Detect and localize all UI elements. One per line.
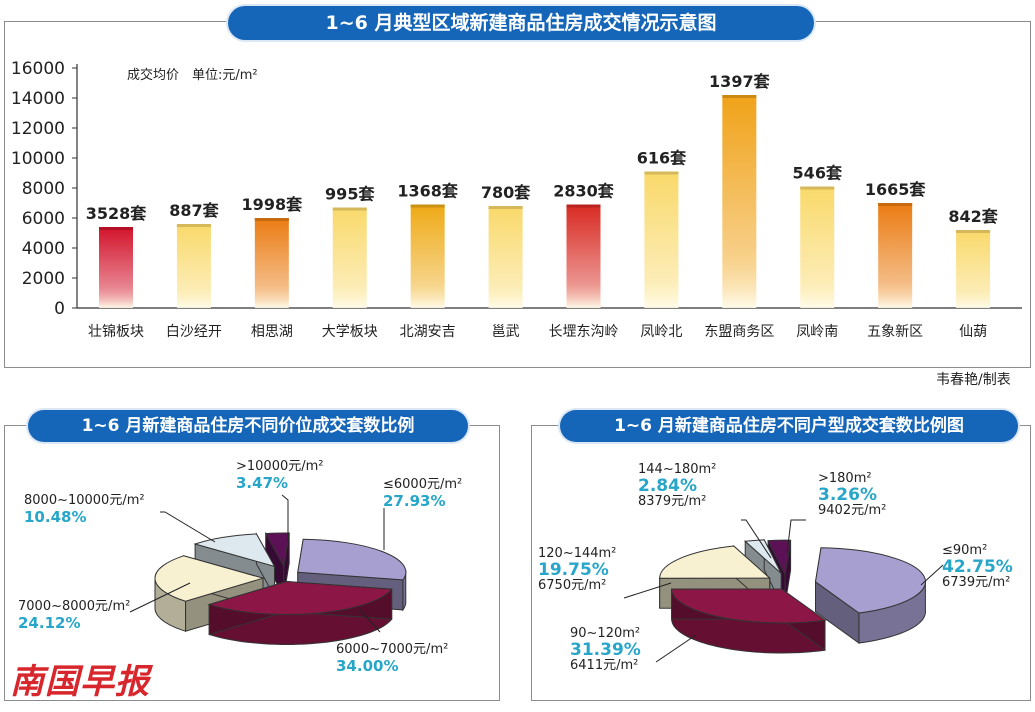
y-tick-label: 16000 xyxy=(11,59,65,79)
pie-slice xyxy=(814,547,927,644)
bar xyxy=(956,230,991,308)
bar xyxy=(800,186,835,308)
leader-line xyxy=(623,582,672,599)
bar-cap xyxy=(956,230,991,233)
pie-slice xyxy=(671,588,827,654)
bar xyxy=(566,204,601,308)
size-pie-title: 1~6 月新建商品住房不同户型成交套数比例图 xyxy=(560,410,1018,442)
bar-data-label: 995套 xyxy=(325,185,375,204)
x-category-label: 北湖安吉 xyxy=(400,324,456,340)
newspaper-logo: 南国早报 xyxy=(10,662,150,702)
price-label-8000-10000: 8000~10000元/m² 10.48% xyxy=(24,493,145,526)
y-tick-label: 4000 xyxy=(22,239,65,259)
bar xyxy=(99,227,133,308)
leader-line xyxy=(129,582,191,613)
bar-data-label: 887套 xyxy=(169,201,219,220)
bar xyxy=(332,207,367,308)
bar-data-label: 2830套 xyxy=(553,182,615,201)
bar-cap xyxy=(878,203,913,206)
bar xyxy=(722,95,757,308)
x-category-label: 邕武 xyxy=(492,324,520,340)
bar-chart-panel xyxy=(4,21,1031,368)
y-tick-label: 10000 xyxy=(11,149,65,169)
bar-chart: 0 2000 4000 6000 8000 10000 12000 14000 16000 成交均… xyxy=(11,59,1022,340)
price-label-le6000: ≤6000元/m² 27.93% xyxy=(383,477,463,510)
y-tick-label: 8000 xyxy=(22,179,65,199)
bar-data-label: 1998套 xyxy=(242,195,304,214)
bar xyxy=(644,171,679,308)
leader-line xyxy=(281,494,289,543)
x-category-label: 东盟商务区 xyxy=(704,324,774,340)
bar-cap xyxy=(566,204,601,208)
y-axis-label: 成交均价 单位:元/m² xyxy=(127,67,258,83)
bar-data-label: 3528套 xyxy=(86,204,148,223)
x-category-label: 凤岭南 xyxy=(796,324,838,340)
bar-cap xyxy=(410,204,445,208)
bar-data-label: 1665套 xyxy=(865,180,927,199)
x-category-label: 白沙经开 xyxy=(166,324,222,340)
size-label-le90: ≤90m² 42.75% 6739元/m² xyxy=(942,543,1013,590)
bar-cap xyxy=(488,206,523,209)
x-category-label: 相思湖 xyxy=(251,324,293,340)
leader-line xyxy=(160,511,216,543)
price-label-7000-8000: 7000~8000元/m² 24.12% xyxy=(18,599,131,632)
bar-chart-title: 1~6 月典型区域新建商品住房成交情况示意图 xyxy=(228,6,814,40)
bar xyxy=(488,206,523,308)
x-category-label: 凤岭北 xyxy=(640,324,682,340)
y-tick-label: 0 xyxy=(54,299,65,319)
bar xyxy=(176,224,211,308)
leader-line xyxy=(741,519,772,559)
bar-cap xyxy=(722,95,757,98)
price-pie-chart xyxy=(129,494,407,645)
bar-data-label: 1397套 xyxy=(709,72,771,91)
x-category-label: 大学板块 xyxy=(322,324,378,340)
leader-line xyxy=(359,609,381,633)
bar-cap xyxy=(800,186,835,190)
bar-cap xyxy=(644,171,679,175)
y-tick-label: 2000 xyxy=(22,269,65,289)
x-category-label: 五象新区 xyxy=(867,324,923,340)
bar-data-label: 842套 xyxy=(948,207,998,226)
pie-slice xyxy=(207,580,393,645)
bar xyxy=(878,203,913,308)
y-tick-label: 12000 xyxy=(11,119,65,139)
bar-data-label: 616套 xyxy=(637,149,687,168)
leader-line xyxy=(655,634,697,663)
size-pie-chart xyxy=(623,519,944,663)
bar xyxy=(254,218,289,308)
leader-line xyxy=(920,564,944,586)
leader-line xyxy=(786,519,806,555)
bar-cap xyxy=(254,218,289,221)
bar-cap xyxy=(176,224,211,227)
x-category-label: 仙葫 xyxy=(959,324,987,340)
size-label-144-180: 144~180m² 2.84% 8379元/m² xyxy=(638,462,717,509)
size-label-120-144: 120~144m² 19.75% 6750元/m² xyxy=(538,546,617,593)
price-pie-title: 1~6 月新建商品住房不同价位成交套数比例 xyxy=(28,410,468,442)
bar-cap xyxy=(332,207,367,211)
credit-text: 韦春艳/制表 xyxy=(936,372,1011,388)
price-label-6000-7000: 6000~7000元/m² 34.00% xyxy=(336,642,449,675)
bar-data-label: 1368套 xyxy=(397,182,459,201)
x-category-label: 长堽东沟岭 xyxy=(549,324,619,340)
bar-cap xyxy=(99,227,133,230)
y-tick-label: 14000 xyxy=(11,89,65,109)
price-label-gt10000: >10000元/m² 3.47% xyxy=(236,459,324,492)
size-label-90-120: 90~120m² 31.39% 6411元/m² xyxy=(570,626,641,673)
y-tick-label: 6000 xyxy=(22,209,65,229)
bar xyxy=(410,204,445,308)
bar-data-label: 780套 xyxy=(481,183,531,202)
bar-data-label: 546套 xyxy=(793,164,843,183)
size-label-gt180: >180m² 3.26% 9402元/m² xyxy=(818,471,887,518)
x-category-label: 壮锦板块 xyxy=(88,323,144,340)
